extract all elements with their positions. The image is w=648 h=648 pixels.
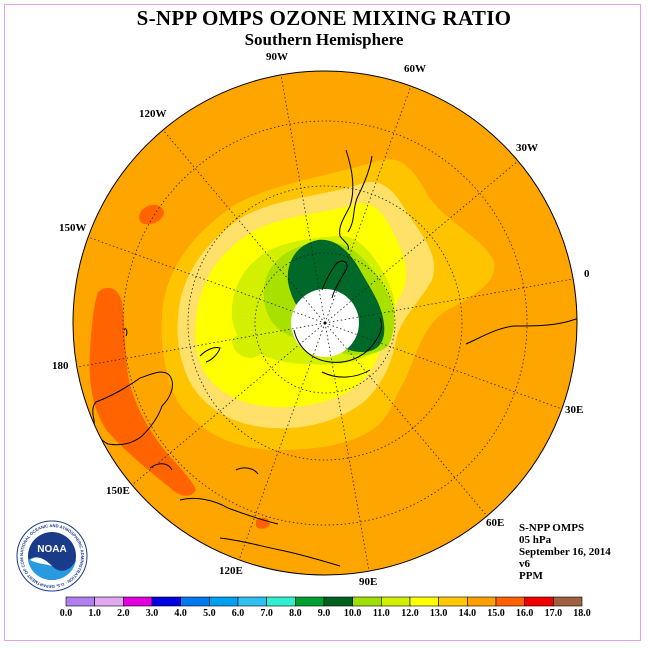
noaa-logo-text: NOAA bbox=[37, 544, 66, 555]
info-block: S-NPP OMPS 05 hPa September 16, 2014 v6 … bbox=[519, 522, 611, 582]
colorbar-swatch bbox=[65, 596, 95, 607]
colorbar-tick-label: 15.0 bbox=[487, 608, 505, 619]
colorbar-swatch bbox=[467, 596, 497, 607]
colorbar bbox=[65, 596, 583, 607]
new-zealand bbox=[199, 347, 221, 363]
colorbar-tick-label: 7.0 bbox=[260, 608, 273, 619]
longitude-label-150e: 150E bbox=[106, 485, 130, 497]
noaa-logo: NATIONAL OCEANIC AND ATMOSPHERIC ADMINIS… bbox=[16, 520, 88, 592]
africa-coast bbox=[465, 317, 577, 345]
colorbar-swatch bbox=[94, 596, 124, 607]
info-date: September 16, 2014 bbox=[519, 546, 611, 558]
info-level: 05 hPa bbox=[519, 534, 552, 546]
colorbar-swatch bbox=[495, 596, 525, 607]
longitude-label-120e: 120E bbox=[219, 565, 243, 577]
colorbar-tick-label: 1.0 bbox=[88, 608, 101, 619]
graticule bbox=[76, 74, 574, 572]
colorbar-tick-label: 8.0 bbox=[289, 608, 302, 619]
colorbar-tick-label: 0.0 bbox=[59, 608, 73, 619]
colorbar-swatch bbox=[209, 596, 239, 607]
colorbar-swatch bbox=[266, 596, 296, 607]
info-units: PPM bbox=[519, 570, 543, 582]
colorbar-tick-label: 17.0 bbox=[544, 608, 563, 619]
colorbar-tick-label: 10.0 bbox=[343, 608, 362, 619]
south-america-coast bbox=[347, 155, 373, 233]
colorbar-tick-label: 9.0 bbox=[317, 608, 331, 619]
latitude-circle bbox=[187, 185, 463, 461]
antarctica-coast bbox=[293, 317, 383, 363]
longitude-label-120w: 120W bbox=[139, 108, 167, 120]
longitude-label-90w: 90W bbox=[266, 51, 288, 63]
colorbar-tick-label: 16.0 bbox=[515, 608, 534, 619]
colorbar-tick-label: 2.0 bbox=[117, 608, 130, 619]
colorbar-swatch bbox=[524, 596, 554, 607]
southeast-asia-islands bbox=[219, 537, 341, 567]
colorbar-swatch bbox=[409, 596, 439, 607]
latitude-circle bbox=[122, 120, 528, 526]
latitude-circle bbox=[254, 252, 396, 394]
south-pole-marker bbox=[323, 321, 327, 325]
new-zealand bbox=[123, 328, 128, 337]
longitude-label-150w: 150W bbox=[59, 222, 87, 234]
antarctic-peninsula bbox=[321, 260, 348, 299]
longitude-label-0: 0 bbox=[584, 268, 590, 280]
colorbar-swatch bbox=[352, 596, 382, 607]
colorbar-swatch bbox=[123, 596, 153, 607]
field-dark-orange-band bbox=[89, 287, 196, 496]
figure-frame bbox=[4, 4, 641, 641]
colorbar-tick-label: 18.0 bbox=[573, 608, 591, 619]
info-version: v6 bbox=[519, 558, 530, 570]
colorbar-tick-label: 4.0 bbox=[174, 608, 187, 619]
colorbar-swatch bbox=[438, 596, 468, 607]
colorbar-swatch bbox=[151, 596, 181, 607]
coastlines bbox=[92, 149, 577, 567]
longitude-label-30w: 30W bbox=[516, 142, 538, 154]
colorbar-swatch bbox=[237, 596, 267, 607]
colorbar-swatch bbox=[323, 596, 353, 607]
field-yellow-green-patch bbox=[232, 331, 268, 358]
colorbar-swatch bbox=[553, 596, 583, 607]
colorbar-swatch bbox=[381, 596, 411, 607]
colorbar-tick-label: 12.0 bbox=[401, 608, 419, 619]
longitude-label-180: 180 bbox=[52, 360, 69, 372]
colorbar-tick-label: 11.0 bbox=[372, 608, 390, 619]
field-dark-orange-patch bbox=[139, 204, 164, 225]
longitude-label-30e: 30E bbox=[565, 404, 584, 416]
map-title: S-NPP OMPS OZONE MIXING RATIO bbox=[136, 6, 512, 30]
colorbar-tick-label: 5.0 bbox=[203, 608, 216, 619]
south-america-coast bbox=[339, 149, 354, 251]
colorbar-swatch bbox=[295, 596, 325, 607]
colorbar-tick-label: 13.0 bbox=[429, 608, 448, 619]
colorbar-tick-label: 3.0 bbox=[145, 608, 159, 619]
southeast-asia-islands bbox=[235, 467, 259, 475]
longitude-label-60e: 60E bbox=[486, 517, 505, 529]
southeast-asia-islands bbox=[179, 497, 279, 525]
longitude-label-60w: 60W bbox=[404, 63, 426, 75]
colorbar-swatch bbox=[180, 596, 210, 607]
longitude-label-90e: 90E bbox=[359, 576, 378, 588]
map-border bbox=[72, 70, 578, 576]
info-instrument: S-NPP OMPS bbox=[519, 522, 585, 534]
colorbar-tick-label: 14.0 bbox=[458, 608, 477, 619]
antarctica-coast bbox=[321, 369, 371, 378]
southeast-asia-islands bbox=[149, 463, 173, 471]
australia-coast bbox=[92, 371, 173, 446]
colorbar-tick-label: 6.0 bbox=[231, 608, 245, 619]
map-subtitle: Southern Hemisphere bbox=[244, 30, 404, 49]
